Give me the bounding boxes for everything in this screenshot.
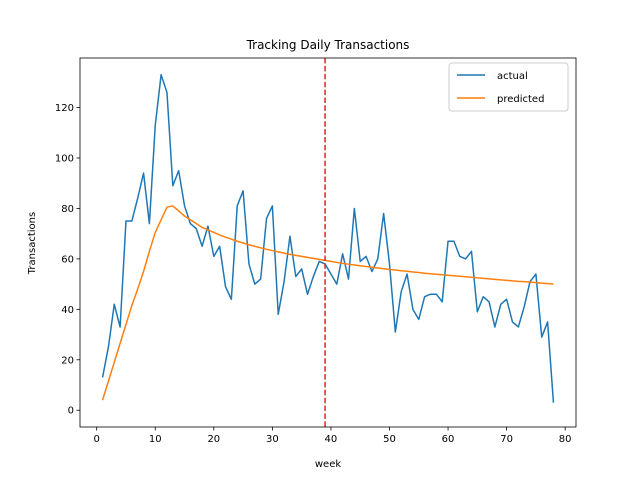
- x-tick-label: 10: [149, 434, 162, 445]
- y-tick-label: 120: [55, 103, 74, 114]
- x-tick-label: 50: [383, 434, 396, 445]
- series-line-predicted: [101, 205, 554, 401]
- y-tick-label: 100: [55, 154, 74, 165]
- series-line-actual: [101, 74, 555, 403]
- y-tick-label: 0: [68, 406, 74, 417]
- y-tick-label: 80: [61, 204, 74, 215]
- x-tick-label: 40: [325, 434, 338, 445]
- x-tick-label: 80: [559, 434, 572, 445]
- y-tick-label: 40: [61, 305, 74, 316]
- plot-area: [101, 58, 555, 427]
- legend-label-actual: actual: [497, 71, 528, 82]
- y-tick-label: 20: [61, 355, 74, 366]
- legend-label-predicted: predicted: [497, 94, 544, 105]
- x-tick-label: 60: [442, 434, 455, 445]
- axes-frame: [79, 57, 577, 428]
- x-axis-label: week: [315, 459, 341, 470]
- y-axis-label: Transactions: [27, 212, 38, 275]
- y-tick-label: 60: [61, 254, 74, 265]
- axes: 0 10 20 30 40 50 60 70 80 0 20 40 60 80 100 120: [55, 57, 577, 445]
- x-tick-label: 20: [207, 434, 220, 445]
- x-tick-label: 70: [500, 434, 513, 445]
- x-tick-label: 0: [94, 434, 100, 445]
- x-tick-label: 30: [266, 434, 279, 445]
- chart-title: Tracking Daily Transactions: [246, 38, 410, 52]
- legend: actual predicted: [448, 62, 569, 112]
